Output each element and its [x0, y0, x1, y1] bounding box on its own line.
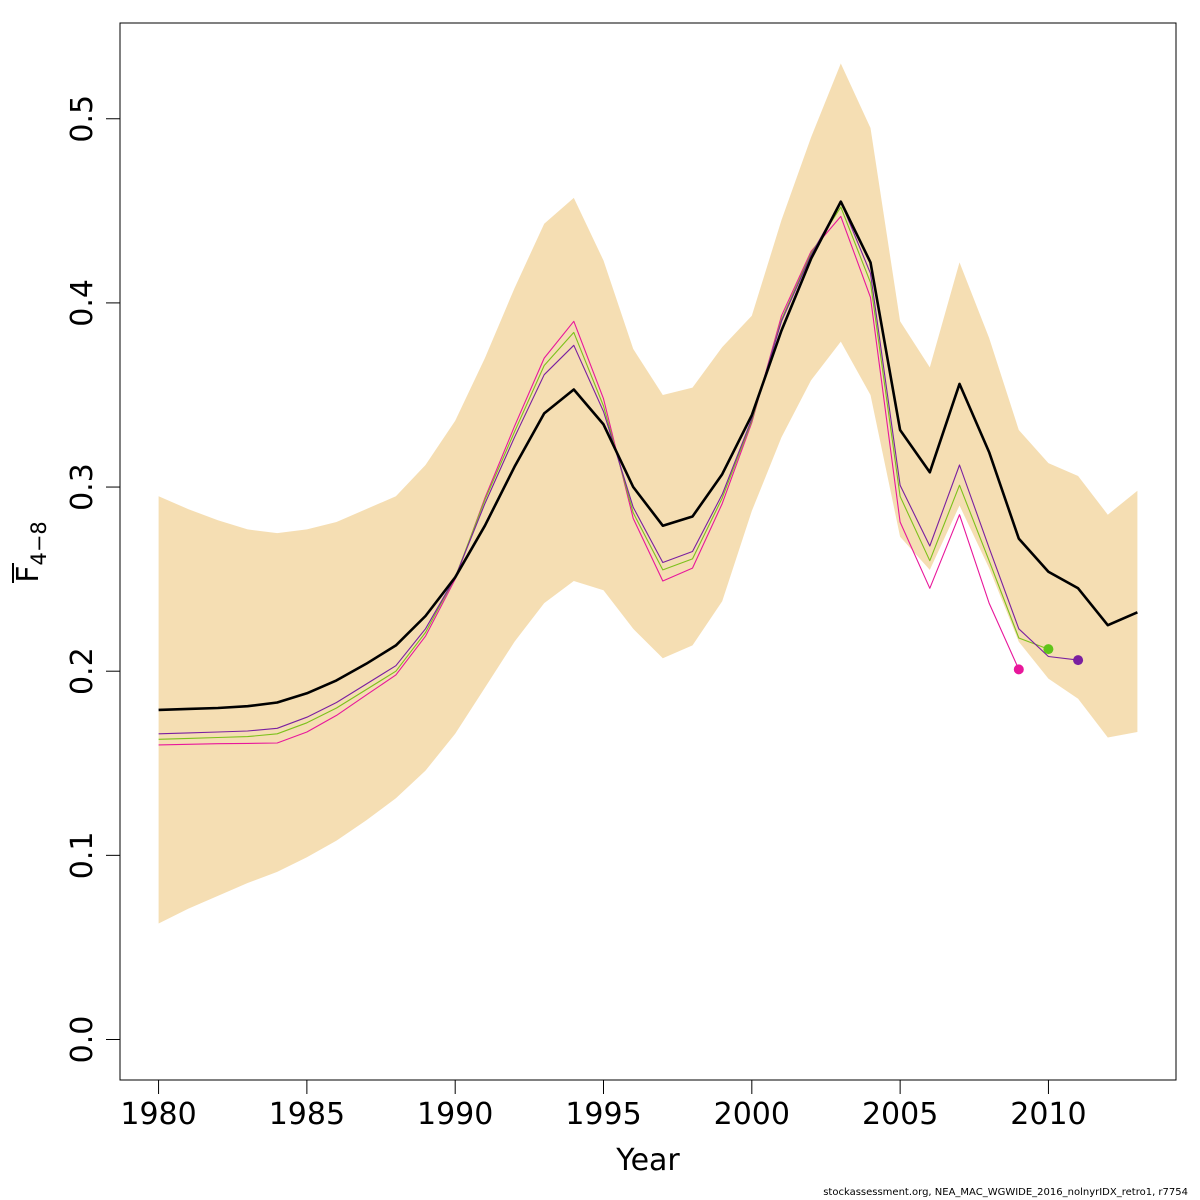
svg-text:F4−8: F4−8 [11, 521, 51, 583]
y-axis-title: F4−8 [11, 521, 51, 583]
series-line-retro-3 [158, 215, 1020, 746]
y-tick-label-2: 0.2 [65, 647, 100, 695]
x-tick-label-2: 1990 [417, 1097, 493, 1132]
x-tick-label-4: 2000 [714, 1097, 790, 1132]
x-tick-label-6: 2010 [1010, 1097, 1086, 1132]
x-tick-label-1: 1985 [269, 1097, 345, 1132]
y-tick-label-5: 0.5 [65, 95, 100, 143]
endpoint-marker-0 [1013, 664, 1024, 675]
y-axis-title-main: F [11, 566, 46, 583]
series-line-main [158, 200, 1138, 712]
y-axis-title-subscript: 4−8 [27, 521, 51, 565]
x-axis-title: Year [615, 1143, 680, 1178]
x-tick-label-3: 1995 [565, 1097, 641, 1132]
y-tick-label-0: 0.0 [65, 1016, 100, 1064]
series-layer [158, 200, 1138, 746]
series-line-retro-2 [158, 206, 1049, 740]
y-tick-label-4: 0.4 [65, 279, 100, 327]
x-tick-label-0: 1980 [120, 1097, 196, 1132]
confidence-band [158, 63, 1138, 924]
endpoint-marker-1 [1043, 644, 1054, 655]
y-axis: 0.0 0.1 0.2 0.3 0.4 0.5 [65, 95, 121, 1064]
series-line-retro-1 [158, 201, 1079, 735]
y-tick-label-3: 0.3 [65, 463, 100, 511]
endpoint-marker-2 [1073, 655, 1084, 666]
x-axis: 1980 1985 1990 1995 2000 2005 2010 [120, 1079, 1087, 1132]
footer-note: stockassessment.org, NEA_MAC_WGWIDE_2016… [823, 1187, 1188, 1198]
confidence-band-layer [158, 63, 1138, 924]
y-tick-label-1: 0.1 [65, 831, 100, 879]
x-tick-label-5: 2005 [862, 1097, 938, 1132]
endpoint-layer [1013, 644, 1084, 675]
